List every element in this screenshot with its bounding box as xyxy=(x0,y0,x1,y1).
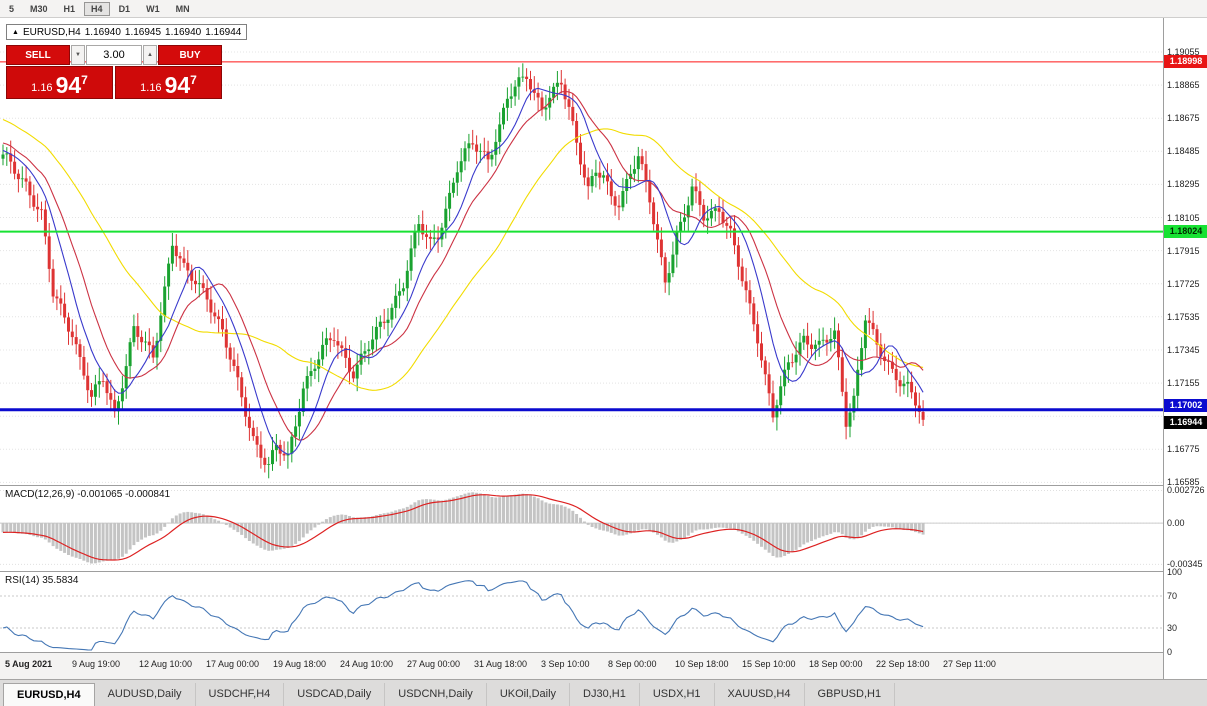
ohlc-close: 1.16944 xyxy=(205,26,242,38)
time-axis-label: 10 Sep 18:00 xyxy=(675,659,729,669)
tab-ukoil-daily[interactable]: UKOil,Daily xyxy=(487,683,571,706)
bid-price-big: 94 xyxy=(55,72,82,98)
time-axis-label: 24 Aug 10:00 xyxy=(340,659,394,669)
rsi-axis-label: 70 xyxy=(1167,591,1178,601)
time-axis[interactable]: 5 Aug 2021 9 Aug 19:00 12 Aug 10:00 17 Aug … xyxy=(0,652,1163,679)
volume-decrease-button[interactable]: ▼ xyxy=(71,45,85,65)
time-axis-label: 12 Aug 10:00 xyxy=(139,659,193,669)
tab-eurusd-h4[interactable]: EURUSD,H4 xyxy=(3,683,95,706)
tab-usdx-h1[interactable]: USDX,H1 xyxy=(640,683,715,706)
tab-xauusd-h4[interactable]: XAUUSD,H4 xyxy=(715,683,805,706)
tf-h4[interactable]: H4 xyxy=(84,1,110,16)
main-chart-canvas[interactable] xyxy=(0,18,1163,485)
time-axis-label: 18 Sep 00:00 xyxy=(809,659,863,669)
time-axis-label: 27 Sep 11:00 xyxy=(943,659,996,669)
chart-tab-bar: EURUSD,H4 AUDUSD,Daily USDCHF,H4 USDCAD,Dai… xyxy=(0,679,1207,706)
tf-d1[interactable]: D1 xyxy=(112,2,138,16)
ask-price-pip: 7 xyxy=(190,73,197,87)
tf-h1[interactable]: H1 xyxy=(57,2,83,16)
ohlc-symbol: EURUSD,H4 xyxy=(22,26,81,38)
ohlc-high: 1.16945 xyxy=(124,26,162,38)
price-line-badge: 1.18998 xyxy=(1164,55,1207,68)
volume-input[interactable] xyxy=(86,45,142,65)
rsi-canvas[interactable] xyxy=(0,572,1163,652)
macd-axis-label: 0.002726 xyxy=(1167,485,1205,495)
price-axis-label: 1.18105 xyxy=(1167,213,1200,223)
ask-price-big: 94 xyxy=(164,72,191,98)
current-price-badge: 1.16944 xyxy=(1164,416,1207,429)
price-axis-label: 1.18485 xyxy=(1167,146,1200,156)
tab-dj30-h1[interactable]: DJ30,H1 xyxy=(570,683,640,706)
price-axis-label: 1.19055 xyxy=(1167,47,1200,57)
price-axis-label: 1.18675 xyxy=(1167,113,1200,123)
bid-price-prefix: 1.16 xyxy=(31,82,53,94)
tf-m30[interactable]: M30 xyxy=(23,2,55,16)
tab-usdcnh-daily[interactable]: USDCNH,Daily xyxy=(385,683,487,706)
price-axis-label: 1.17155 xyxy=(1167,378,1200,388)
price-axis-label: 1.16585 xyxy=(1167,477,1200,487)
price-axis-label: 1.17915 xyxy=(1167,246,1200,256)
rsi-axis-label: 100 xyxy=(1167,567,1183,577)
price-axis-label: 1.18295 xyxy=(1167,179,1200,189)
tf-m5[interactable]: 5 xyxy=(2,2,21,16)
price-axis-label: 1.17345 xyxy=(1167,345,1200,355)
rsi-axis-label: 0 xyxy=(1167,647,1173,657)
sell-button[interactable]: SELL xyxy=(6,45,70,65)
tab-usdcad-daily[interactable]: USDCAD,Daily xyxy=(284,683,386,706)
price-axis-label: 1.17725 xyxy=(1167,279,1200,289)
price-line-badge: 1.18024 xyxy=(1164,225,1207,238)
timeframe-toolbar: 5 M30 H1 H4 D1 W1 MN xyxy=(0,0,1207,18)
tf-mn[interactable]: MN xyxy=(169,2,197,16)
tab-gbpusd-h1[interactable]: GBPUSD,H1 xyxy=(805,683,896,706)
ohlc-low: 1.16940 xyxy=(165,26,202,38)
tab-usdchf-h4[interactable]: USDCHF,H4 xyxy=(196,683,285,706)
price-axis[interactable]: 1.19055 1.18865 1.18675 1.18485 1.18295 1.181… xyxy=(1163,18,1207,679)
time-axis-label: 3 Sep 10:00 xyxy=(541,659,590,669)
price-axis-label: 1.18865 xyxy=(1167,80,1200,90)
chevron-up-icon: ▲ xyxy=(147,52,153,58)
macd-indicator-label: MACD(12,26,9) -0.001065 -0.000841 xyxy=(5,489,171,500)
time-axis-label: 31 Aug 18:00 xyxy=(474,659,528,669)
macd-canvas[interactable] xyxy=(0,486,1163,571)
time-axis-label: 27 Aug 00:00 xyxy=(407,659,461,669)
time-axis-label: 8 Sep 00:00 xyxy=(608,659,657,669)
time-axis-label: 22 Sep 18:00 xyxy=(876,659,930,669)
time-axis-label: 9 Aug 19:00 xyxy=(72,659,121,669)
panel-separator[interactable] xyxy=(0,571,1163,572)
tab-audusd-daily[interactable]: AUDUSD,Daily xyxy=(95,683,196,706)
time-axis-label: 17 Aug 00:00 xyxy=(206,659,260,669)
ask-price-prefix: 1.16 xyxy=(140,82,162,94)
bid-price-display[interactable]: 1.16 94 7 xyxy=(6,66,113,99)
rsi-indicator-label: RSI(14) 35.5834 xyxy=(5,575,79,586)
price-axis-label: 1.17535 xyxy=(1167,312,1200,322)
rsi-axis-label: 30 xyxy=(1167,623,1178,633)
ask-price-display[interactable]: 1.16 94 7 xyxy=(115,66,222,99)
macd-axis-label: 0.00 xyxy=(1167,518,1185,528)
panel-separator[interactable] xyxy=(0,485,1163,486)
time-axis-label: 15 Sep 10:00 xyxy=(742,659,796,669)
chart-window: ▲ EURUSD,H4 1.16940 1.16945 1.16940 1.16… xyxy=(0,18,1207,679)
collapse-triangle-icon[interactable]: ▲ xyxy=(12,28,19,36)
chevron-down-icon: ▼ xyxy=(75,52,81,58)
one-click-trading-panel: SELL ▼ ▲ BUY 1.16 94 7 1.16 94 7 xyxy=(6,45,222,99)
volume-increase-button[interactable]: ▲ xyxy=(143,45,157,65)
time-axis-label: 5 Aug 2021 xyxy=(5,659,53,669)
buy-button[interactable]: BUY xyxy=(158,45,222,65)
ohlc-open: 1.16940 xyxy=(84,26,121,38)
macd-axis-label: -0.00345 xyxy=(1167,559,1203,569)
time-axis-label: 19 Aug 18:00 xyxy=(273,659,327,669)
price-axis-label: 1.16775 xyxy=(1167,444,1200,454)
bid-price-pip: 7 xyxy=(81,73,88,87)
tf-w1[interactable]: W1 xyxy=(139,2,167,16)
ohlc-info-box[interactable]: ▲ EURUSD,H4 1.16940 1.16945 1.16940 1.16… xyxy=(6,24,248,40)
price-line-badge: 1.17002 xyxy=(1164,399,1207,412)
